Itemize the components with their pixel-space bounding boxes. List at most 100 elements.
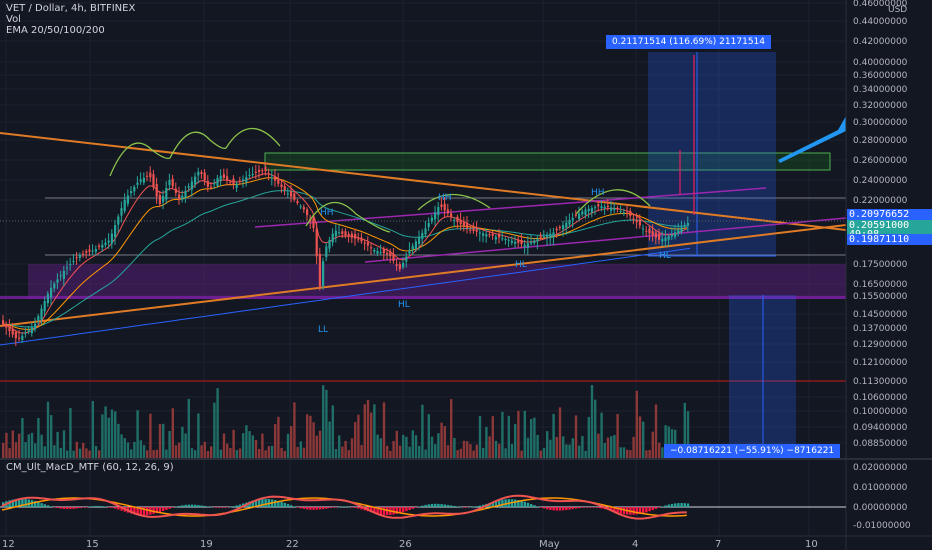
time-axis[interactable]: 12 15 19 22 26 May 4 7 10 [2, 539, 818, 550]
short-position-callout[interactable]: −0.08716221 (−55.91%) −8716221 [664, 444, 841, 458]
candle-body [466, 222, 469, 229]
candle-body [414, 241, 417, 250]
long-projection-box[interactable] [648, 52, 776, 256]
candle-body [558, 227, 561, 229]
volume-bar [459, 448, 462, 459]
macd-bar [226, 507, 229, 508]
candle-body [248, 175, 251, 176]
volume-bars [2, 385, 690, 459]
label-hl2: HL [515, 260, 527, 270]
price-tick: 0.34000000 [853, 85, 908, 95]
label-hh1: HH [320, 208, 334, 218]
macd-bar [686, 503, 690, 507]
macd-histogram [2, 498, 690, 516]
macd-bar [181, 505, 184, 507]
price-axis[interactable]: 0.46000000 0.44000000 0.42000000 0.40000000… [853, 0, 908, 449]
volume-bar [280, 447, 283, 459]
macd-bar [85, 507, 88, 508]
macd-bar [430, 503, 434, 507]
candle-body [277, 179, 280, 184]
ema-legend[interactable]: EMA 20/50/100/200 [6, 25, 105, 36]
macd-bar [466, 507, 469, 508]
candle-body [107, 240, 110, 243]
candle-body [82, 253, 85, 255]
volume-bar [549, 439, 552, 459]
volume-bar [181, 426, 184, 459]
volume-bar [318, 430, 322, 459]
symbol-title[interactable]: VET / Dollar, 4h, BITFINEX [6, 3, 136, 14]
volume-bar [645, 450, 648, 459]
candle-body [72, 261, 75, 263]
volume-bar [638, 416, 642, 459]
volume-bar [69, 407, 72, 459]
macd-bar [101, 506, 104, 507]
volume-bar [66, 450, 69, 459]
volume-bar [478, 415, 482, 459]
descending-trendline[interactable] [0, 132, 847, 231]
candle-body [78, 254, 81, 258]
volume-bar [270, 445, 274, 459]
long-position-callout[interactable]: 0.21171514 (116.69%) 21171514 [606, 35, 771, 49]
macd-bar [526, 502, 530, 507]
candle-body [43, 301, 46, 312]
macd-bar [117, 507, 120, 510]
macd-bar [382, 507, 386, 515]
macd-bar [171, 507, 174, 508]
candle-body [136, 182, 139, 185]
candle-body [306, 209, 309, 216]
candle-body [382, 249, 385, 254]
volume-bar [430, 436, 434, 459]
macd-bar [261, 499, 264, 507]
label-hl1: HL [398, 300, 410, 310]
macd-bar [600, 507, 603, 509]
candle-body [59, 275, 62, 277]
volume-bar [155, 449, 158, 459]
candle-body [24, 332, 27, 334]
volume-bar [530, 418, 533, 459]
macd-bar [558, 507, 562, 511]
macd-tick: 0.00000000 [853, 503, 908, 513]
candle-body [283, 186, 286, 191]
channel-bottom-line[interactable] [364, 217, 847, 263]
volume-bar [142, 445, 146, 459]
channel-top-line[interactable] [254, 187, 767, 228]
price-tick: 0.28000000 [853, 136, 908, 146]
price-tick: 0.14500000 [853, 310, 908, 320]
volume-bar [248, 431, 251, 459]
volume-bar [386, 445, 389, 459]
macd-bar [424, 504, 427, 507]
macd-axis[interactable]: 0.02000000 0.01000000 0.00000000 -0.0100000… [853, 463, 911, 531]
macd-bar [613, 507, 616, 512]
volume-bar [75, 441, 78, 459]
ascending-trendline[interactable] [0, 224, 847, 327]
volume-bar [635, 390, 638, 459]
volume-bar [507, 415, 510, 459]
volume-bar [200, 445, 203, 459]
candle-body [386, 252, 389, 255]
macd-bar [658, 507, 661, 508]
macd-bar [114, 507, 117, 509]
candle-body [555, 228, 558, 231]
volume-bar [606, 437, 610, 459]
candle-body [85, 251, 88, 253]
time-tick: 22 [286, 539, 299, 550]
volume-bar [453, 438, 456, 459]
macd-bar [379, 507, 382, 515]
macd-bar [24, 499, 27, 507]
macd-bar [661, 506, 664, 507]
macd-bar [354, 507, 357, 508]
volume-bar [37, 417, 40, 459]
candle-body [430, 217, 433, 222]
candle-body [299, 206, 302, 208]
ema50-line [1, 177, 687, 330]
candle-body [190, 181, 193, 190]
candle-body [408, 250, 411, 254]
volume-legend[interactable]: Vol [6, 14, 21, 25]
candle-body [587, 208, 590, 212]
candle-body [629, 210, 632, 216]
macd-bar [69, 507, 72, 510]
volume-bar [398, 445, 402, 459]
candle-body [149, 172, 152, 178]
macd-legend[interactable]: CM_Ult_MacD_MTF (60, 12, 26, 9) [6, 462, 174, 473]
